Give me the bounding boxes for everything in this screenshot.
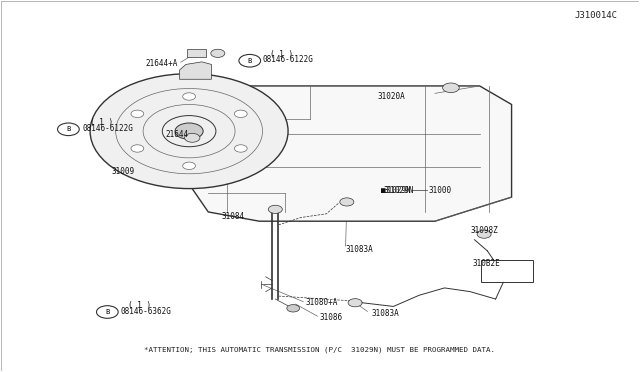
Text: 310B2E: 310B2E [472, 259, 500, 268]
Bar [481, 260, 533, 282]
Text: 31083A: 31083A [371, 310, 399, 318]
Text: B: B [67, 126, 70, 132]
Text: 31080+A: 31080+A [306, 298, 339, 307]
Circle shape [287, 305, 300, 312]
Text: ( 1 ): ( 1 ) [270, 49, 293, 58]
Text: ( 1 ): ( 1 ) [129, 301, 152, 310]
Circle shape [58, 123, 79, 136]
Text: 08146-6122G: 08146-6122G [83, 124, 133, 133]
Text: 31009: 31009 [111, 167, 135, 176]
Circle shape [175, 123, 203, 139]
Circle shape [131, 110, 144, 118]
Circle shape [477, 230, 491, 238]
Polygon shape [179, 62, 211, 79]
Circle shape [184, 134, 200, 142]
Text: 31029N: 31029N [384, 186, 412, 195]
Text: 08146-6362G: 08146-6362G [121, 307, 172, 316]
Circle shape [182, 93, 195, 100]
Circle shape [234, 145, 247, 152]
Circle shape [268, 205, 282, 214]
Circle shape [239, 54, 260, 67]
Circle shape [234, 110, 247, 118]
Text: 31086: 31086 [320, 313, 343, 322]
Text: 08146-6122G: 08146-6122G [262, 55, 314, 64]
Text: 31098Z: 31098Z [470, 226, 498, 235]
Polygon shape [187, 49, 206, 57]
Circle shape [182, 162, 195, 170]
Circle shape [443, 83, 460, 93]
Text: J310014C: J310014C [574, 11, 617, 20]
Circle shape [348, 299, 362, 307]
Text: ■31029N: ■31029N [381, 186, 413, 195]
Circle shape [340, 198, 354, 206]
Text: ( 1 ): ( 1 ) [90, 118, 113, 127]
Text: B: B [105, 309, 109, 315]
Circle shape [90, 74, 288, 189]
Circle shape [97, 306, 118, 318]
Text: *ATTENTION; THIS AUTOMATIC TRANSMISSION (P/C  31029N) MUST BE PROGRAMMED DATA.: *ATTENTION; THIS AUTOMATIC TRANSMISSION … [145, 347, 495, 353]
Text: 31020A: 31020A [378, 92, 405, 101]
Text: 21644: 21644 [166, 129, 189, 139]
Text: 31084: 31084 [221, 212, 244, 221]
Circle shape [211, 49, 225, 57]
Circle shape [131, 145, 144, 152]
Text: 31083A: 31083A [346, 244, 373, 253]
Text: 21644+A: 21644+A [146, 59, 178, 68]
Text: 31000: 31000 [429, 186, 452, 195]
Polygon shape [182, 86, 511, 221]
Text: B: B [248, 58, 252, 64]
